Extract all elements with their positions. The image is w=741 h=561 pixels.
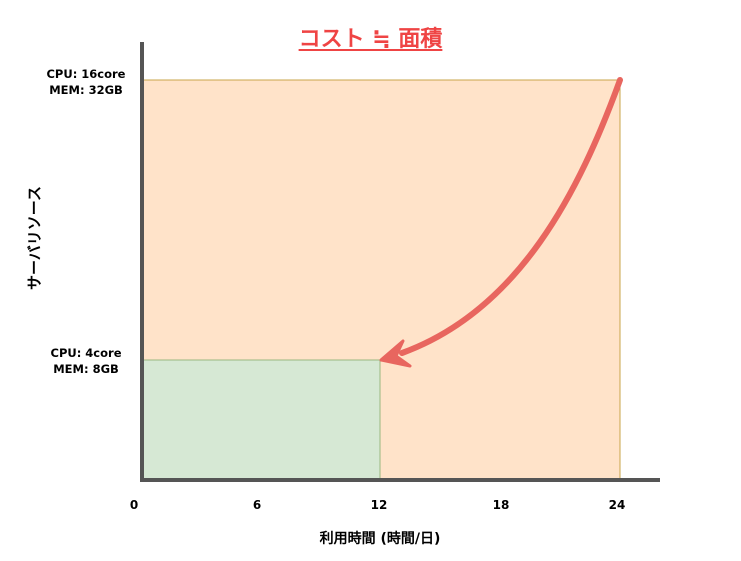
x-tick-6: 6 — [252, 498, 262, 512]
high-mem-label: MEM: 32GB — [49, 83, 123, 97]
x-tick-12: 12 — [370, 498, 388, 512]
small-cost-area — [141, 359, 381, 481]
x-tick-0: 0 — [129, 498, 139, 512]
high-cpu-label: CPU: 16core — [46, 67, 126, 81]
low-cpu-label: CPU: 4core — [50, 346, 122, 360]
x-axis-label: 利用時間 (時間/日) — [319, 531, 441, 547]
y-axis-label: サーバリソース — [25, 185, 44, 291]
diagram-title: コスト ≒ 面積 — [298, 27, 443, 52]
low-mem-label: MEM: 8GB — [53, 362, 119, 376]
reduction-arrow — [399, 77, 623, 356]
arrow-head — [379, 339, 412, 368]
x-tick-18: 18 — [492, 498, 510, 512]
x-tick-24: 24 — [608, 498, 626, 512]
high-resource-label: CPU: 16core MEM: 32GB — [40, 66, 132, 98]
low-resource-label: CPU: 4core MEM: 8GB — [40, 345, 132, 377]
